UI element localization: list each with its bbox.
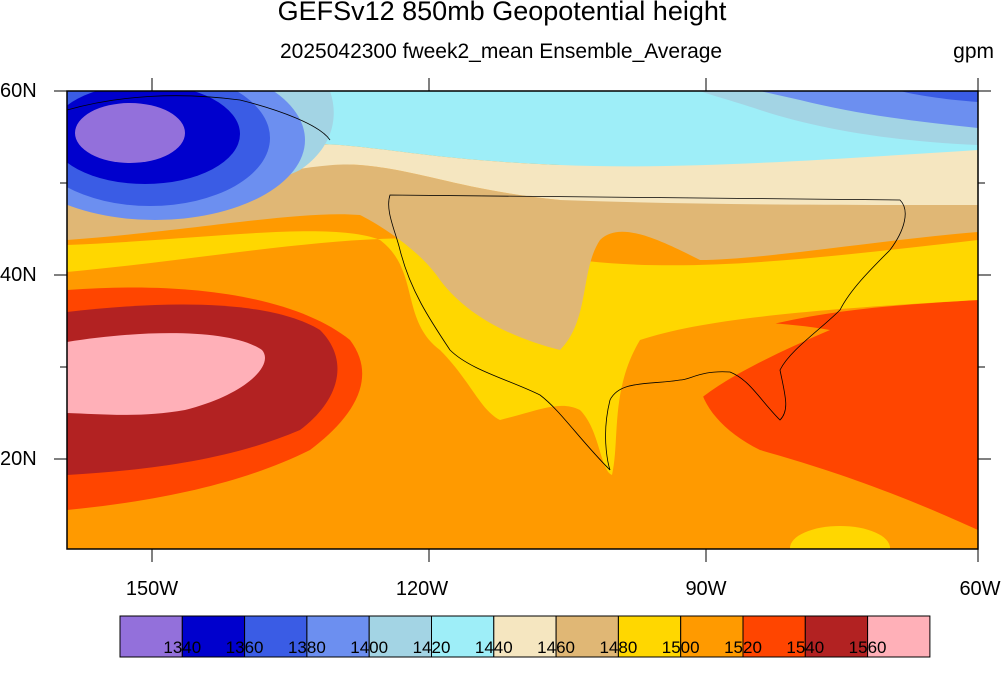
colorbar-label: 1440 [474,638,513,657]
contour-band-1340-nw [75,103,185,163]
colorbar-swatch [555,615,619,658]
colorbar-label: 1420 [412,638,451,657]
colorbar-swatch [368,615,433,658]
colorbar-label: 1380 [287,638,326,657]
colorbar-swatch [680,615,744,658]
colorbar-swatch [306,615,370,658]
xtick-90w: 90W [685,578,727,600]
colorbar-swatch [617,615,682,658]
colorbar-swatch [431,615,495,658]
contour-band-1380-ne [900,91,978,102]
contour-band-1500 [67,231,978,475]
units-label: gpm [953,40,994,63]
contour-band-1500-south [790,526,890,549]
contour-band-1500-gulf [620,321,830,420]
colorbar-label: 1540 [786,638,825,657]
plot-frame [66,90,979,550]
contour-band-1580 [67,333,265,415]
colorbar-label: 1520 [724,638,762,657]
xtick-120w: 120W [395,578,449,600]
contour-band-1400-ne [760,91,978,128]
map-title: GEFSv12 850mb Geopotential height [277,0,727,26]
xtick-60w: 60W [959,578,1001,600]
colorbar-swatch [244,615,308,658]
colorbar-label: 1340 [163,638,202,657]
ytick-20n: 20N [0,448,37,470]
alaska-coast [67,95,331,141]
colorbar-swatch [181,615,246,658]
colorbar-label: 1460 [537,638,576,657]
colorbar-swatch [119,615,183,658]
colorbar-label: 1560 [848,638,887,657]
contour-field [67,91,978,549]
colorbar-label: 1480 [599,638,638,657]
ytick-60n: 60N [0,80,37,102]
colorbar-label: 1400 [350,638,389,657]
colorbar [119,615,931,658]
ytick-40n: 40N [0,264,37,286]
colorbar-swatch [804,615,869,658]
xtick-150w: 150W [125,578,179,600]
colorbar-label: 1360 [225,638,264,657]
coastlines [67,95,906,471]
colorbar-swatch [867,615,931,658]
colorbar-swatch [742,615,806,658]
colorbar-label: 1500 [661,638,700,657]
map-subtitle: 2025042300 fweek2_mean Ensemble_Average [280,40,723,63]
us-outline [388,194,906,471]
contour-band-1480 [67,164,978,350]
axis-ticks [54,78,991,562]
